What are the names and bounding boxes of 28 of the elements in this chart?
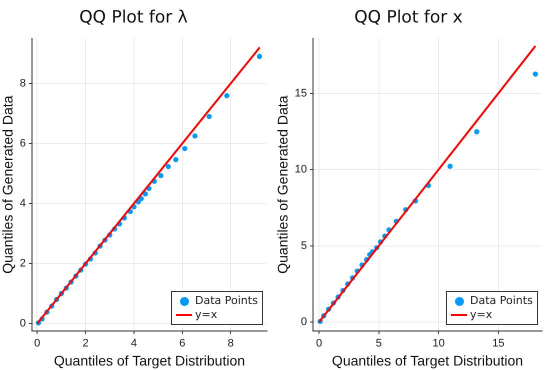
y-tick-label: 8 <box>20 77 26 90</box>
x-axis-title: Quantiles of Target Distribution <box>332 352 524 368</box>
x-tick-label: 5 <box>376 338 382 350</box>
y-tick-label: 15 <box>294 87 308 100</box>
x-tick-label: 15 <box>492 338 504 350</box>
y-axis-title: Quantiles of Generated Data <box>274 95 290 274</box>
y-tick-label: 10 <box>294 164 308 176</box>
y-tick-label: 6 <box>20 137 26 150</box>
legend-label: y=x <box>195 308 218 322</box>
x-axis-title: Quantiles of Target Distribution <box>54 352 246 368</box>
x-tick-label: 6 <box>179 338 186 350</box>
x-tick-label: 0 <box>316 338 322 350</box>
legend-label: Data Points <box>195 294 258 308</box>
y-tick-label: 5 <box>300 240 308 252</box>
y-tick-label: 2 <box>20 258 26 270</box>
x-tick-label: 0 <box>34 338 40 350</box>
y-axis-title: Quantiles of Generated Data <box>0 95 16 274</box>
x-tick-label: 8 <box>228 338 234 350</box>
x-tick-label: 2 <box>82 338 89 350</box>
x-tick-label: 10 <box>432 338 445 350</box>
legend-label: y=x <box>470 308 492 322</box>
chart-title: QQ Plot for x <box>354 8 463 28</box>
chart-title: QQ Plot for λ <box>79 8 188 28</box>
legend-label: Data Points <box>470 294 533 308</box>
y-tick-label: 0 <box>20 318 26 330</box>
y-tick-label: 4 <box>20 197 26 210</box>
x-tick-label: 4 <box>130 338 138 350</box>
y-tick-label: 0 <box>300 316 308 328</box>
